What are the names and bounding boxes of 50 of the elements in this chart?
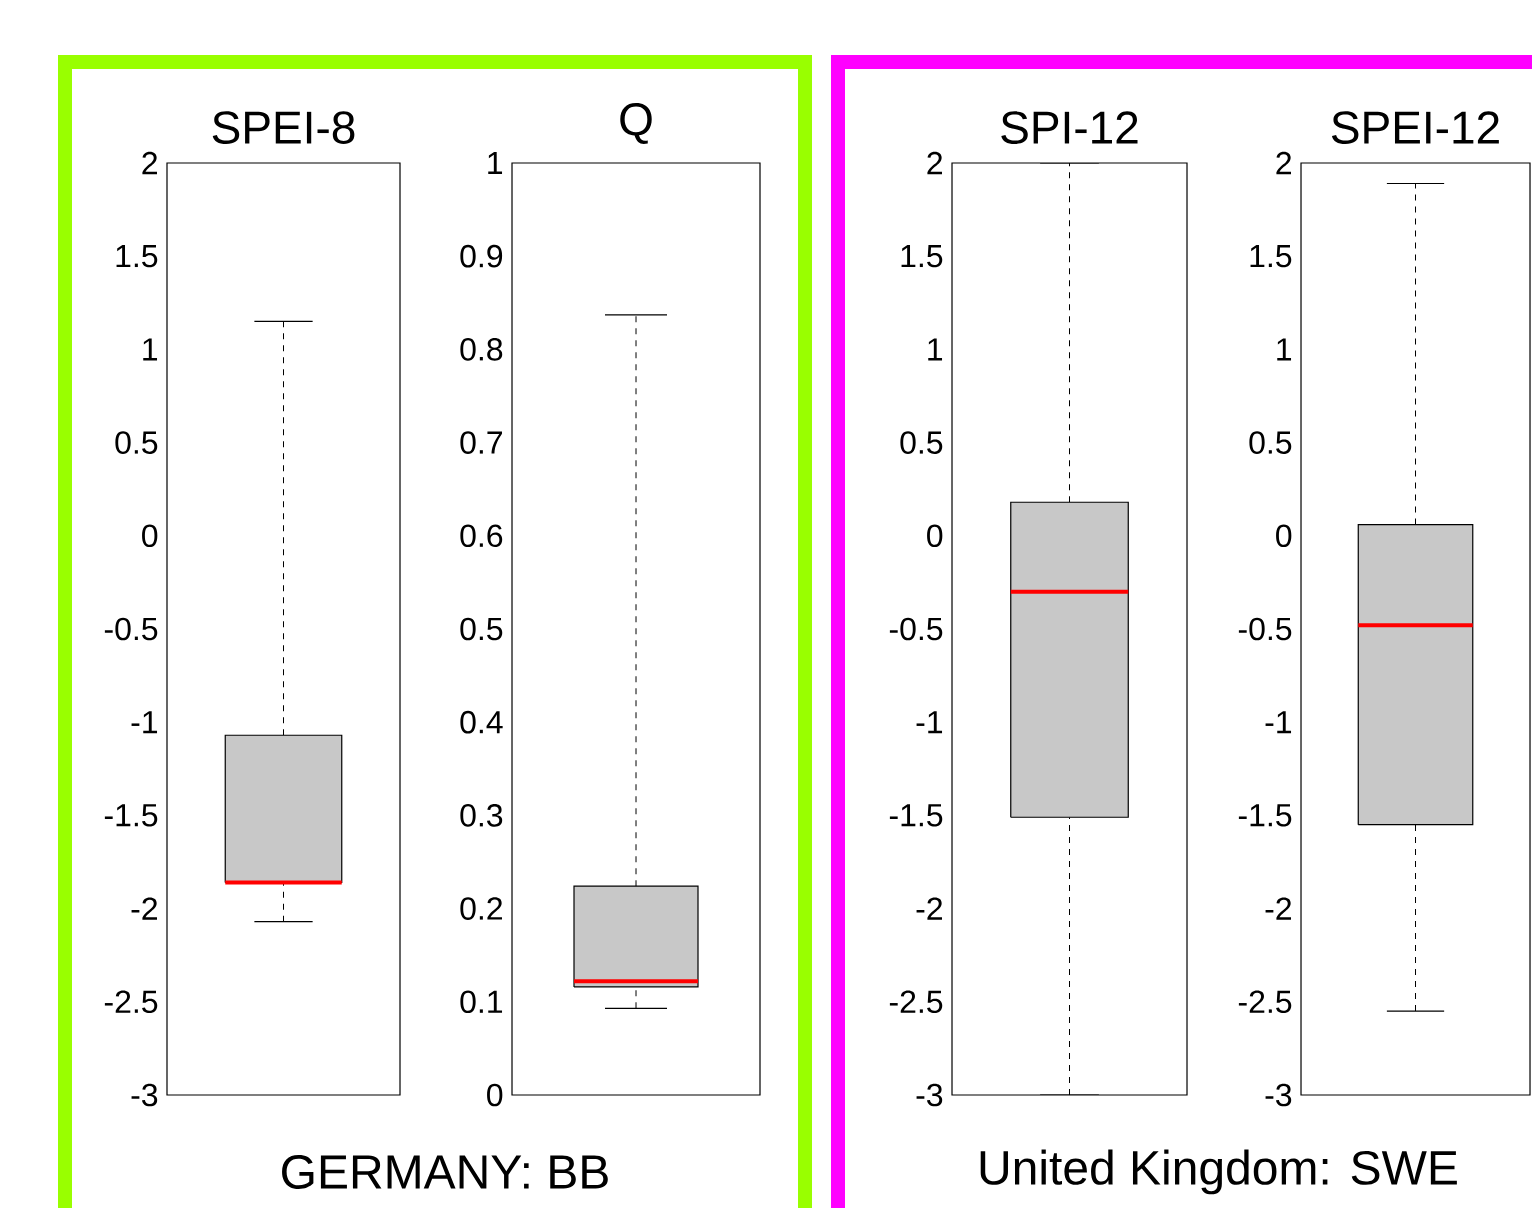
y-tick-label: -2.5 — [104, 990, 158, 1014]
y-tick-label: -2 — [1265, 897, 1291, 920]
y-tick-label: 0.6 — [460, 524, 503, 548]
y-tick-label: 1 — [928, 338, 943, 361]
y-tick-label: 0.5 — [1249, 431, 1292, 454]
y-tick-label: -1.5 — [104, 804, 158, 827]
y-tick-label: -2 — [131, 897, 157, 920]
y-tick-label: -1 — [1265, 711, 1292, 734]
y-tick-label: -3 — [131, 1083, 158, 1107]
y-tick-label: -1 — [916, 711, 943, 734]
y-tick-label: 0.9 — [460, 244, 503, 268]
y-tick-label: 1 — [143, 338, 158, 361]
y-tick-label: -2 — [916, 897, 942, 920]
y-tick-label: -0.5 — [889, 617, 943, 641]
y-tick-label: -0.5 — [1238, 617, 1292, 641]
y-tick-label: 2 — [142, 151, 157, 175]
x-tick-label: SPEI-8 — [212, 111, 355, 144]
y-tick-label: 0.8 — [460, 338, 503, 361]
y-tick-label: 0 — [487, 1083, 503, 1107]
y-tick-label: 0.3 — [460, 804, 503, 827]
y-tick-label: -1 — [131, 711, 158, 734]
y-tick-label: -1.5 — [889, 804, 943, 827]
y-tick-label: -3 — [1265, 1083, 1292, 1107]
y-tick-label: 0 — [142, 524, 158, 548]
y-tick-label: -2.5 — [1238, 990, 1292, 1014]
y-tick-label: 1 — [1277, 338, 1292, 361]
y-tick-label: 0 — [1276, 524, 1292, 548]
text: GERMANY: BB — [282, 1155, 608, 1189]
y-tick-label: -0.5 — [104, 617, 158, 641]
x-tick-label: SPI-12 — [1001, 111, 1138, 144]
y-tick-label: -1.5 — [1238, 804, 1292, 827]
y-tick-label: 1 — [488, 151, 503, 174]
y-tick-label: 1.5 — [1250, 245, 1292, 268]
y-tick-label: 0.5 — [460, 617, 503, 641]
y-tick-label: 2 — [1276, 151, 1291, 175]
x-tick-label: Q — [620, 103, 652, 144]
y-tick-label: 1.5 — [901, 245, 943, 268]
y-tick-label: 0.5 — [115, 431, 158, 454]
y-tick-label: 0.1 — [460, 990, 503, 1014]
y-tick-label: 1.5 — [116, 245, 158, 268]
x-tick-label: SPEI-12 — [1331, 111, 1499, 144]
y-tick-label: 0.7 — [460, 431, 502, 454]
y-tick-label: -2.5 — [889, 990, 943, 1014]
y-tick-label: 2 — [927, 151, 942, 175]
y-tick-label: 0.5 — [900, 431, 943, 454]
y-tick-label: 0 — [927, 524, 943, 548]
text: United Kingdom: SWE — [980, 1149, 1457, 1195]
y-tick-label: 0.4 — [460, 710, 503, 734]
y-tick-label: 0.2 — [460, 897, 502, 920]
y-tick-label: -3 — [916, 1083, 943, 1107]
